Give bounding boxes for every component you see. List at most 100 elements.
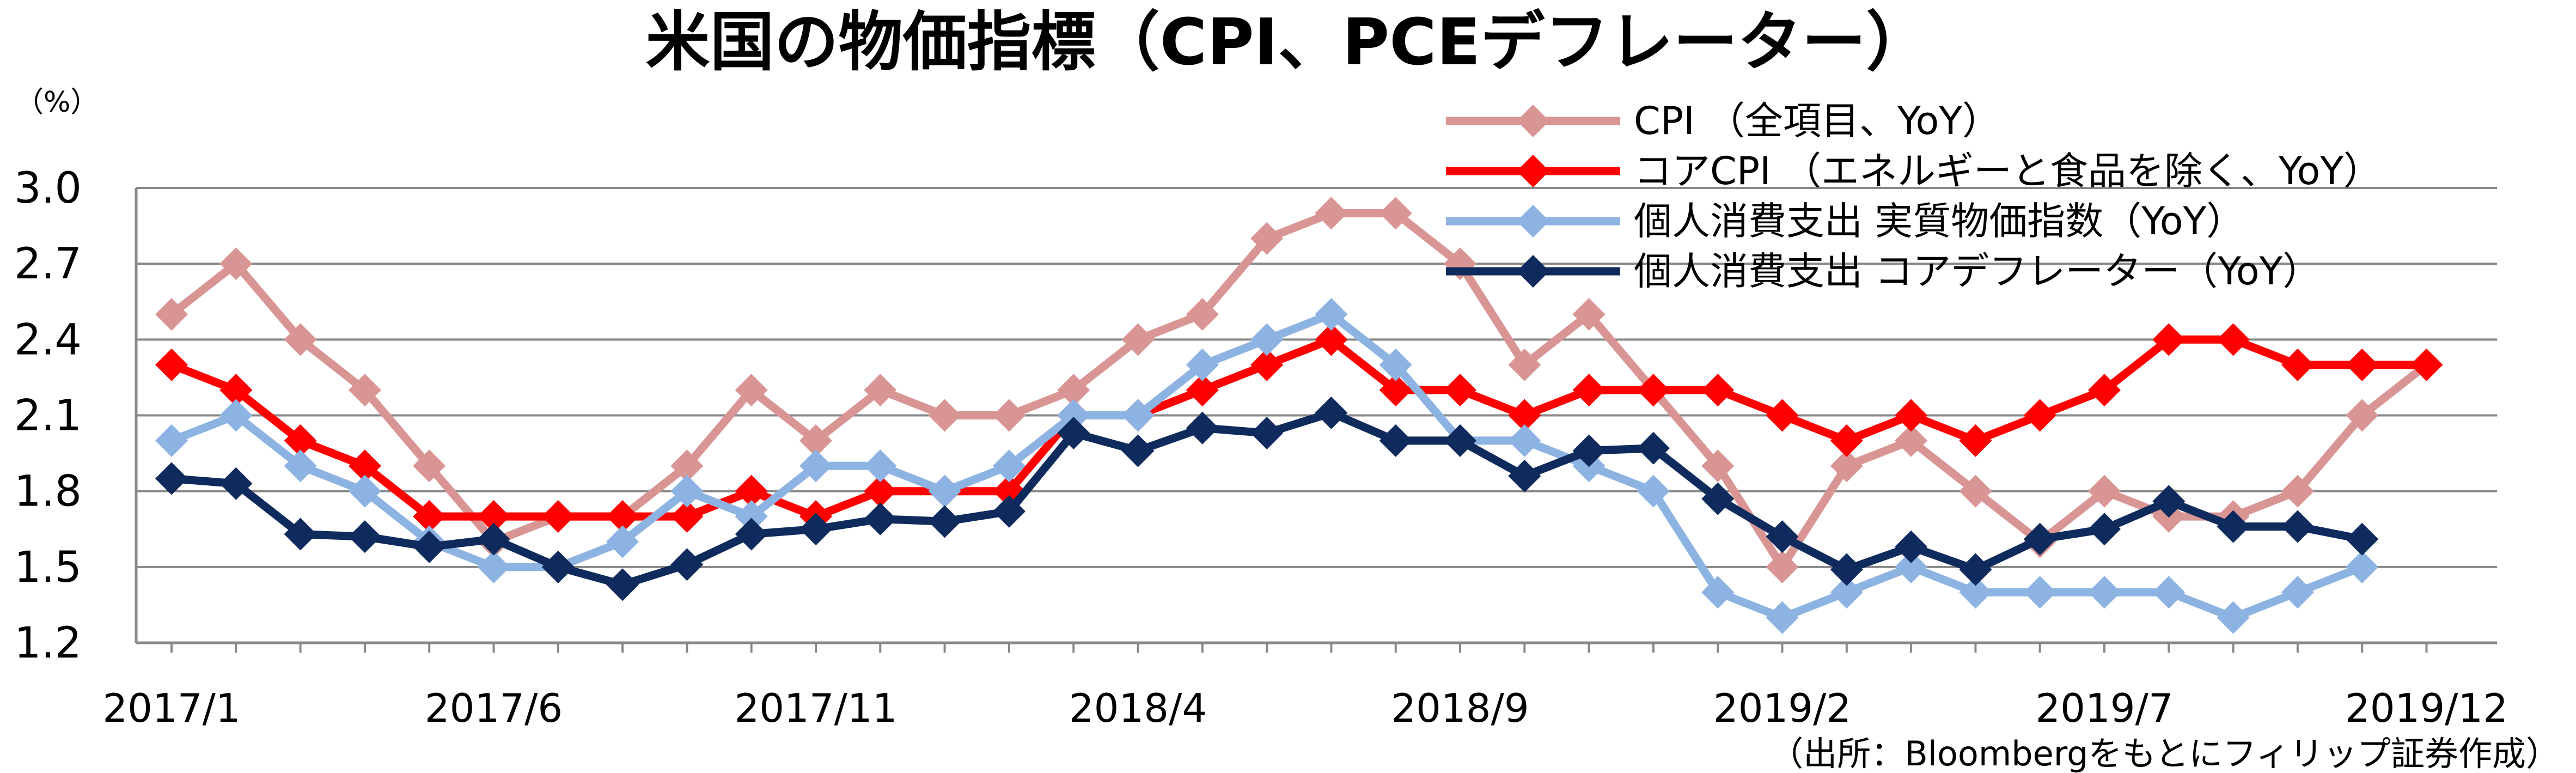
data-point bbox=[670, 548, 704, 581]
data-point bbox=[799, 513, 832, 546]
data-point bbox=[541, 500, 575, 533]
data-point bbox=[2088, 474, 2121, 508]
data-point bbox=[219, 247, 253, 281]
data-point bbox=[1379, 424, 1412, 457]
data-point bbox=[799, 449, 832, 483]
data-point bbox=[1895, 530, 1928, 563]
legend-marker bbox=[1517, 155, 1549, 187]
data-point bbox=[2152, 323, 2186, 356]
x-tick-label: 2017/1 bbox=[102, 685, 240, 731]
x-tick-label: 2019/7 bbox=[2035, 685, 2173, 731]
data-point bbox=[155, 462, 188, 495]
data-point bbox=[2023, 522, 2056, 556]
data-point bbox=[1572, 297, 1606, 331]
data-point bbox=[1895, 550, 1928, 583]
y-tick-label: 3.0 bbox=[14, 164, 82, 213]
data-point bbox=[1766, 399, 1799, 432]
data-point bbox=[2281, 576, 2314, 609]
legend-label: 個人消費支出 実質物価指数（YoY） bbox=[1634, 199, 2244, 244]
x-tick-label: 2018/4 bbox=[1069, 685, 1207, 731]
data-point bbox=[1766, 601, 1799, 634]
data-point bbox=[799, 424, 832, 457]
data-point bbox=[2281, 510, 2314, 543]
data-point bbox=[992, 449, 1025, 483]
y-tick-label: 2.7 bbox=[14, 240, 82, 289]
legend-item: 個人消費支出 実質物価指数（YoY） bbox=[1446, 199, 2244, 244]
data-point bbox=[735, 500, 768, 533]
legend-marker bbox=[1517, 255, 1549, 288]
data-point bbox=[1186, 297, 1219, 331]
legend-label: CPI （全項目、YoY） bbox=[1634, 99, 2000, 143]
data-point bbox=[1959, 553, 1992, 586]
data-point bbox=[2217, 323, 2250, 356]
data-point bbox=[1830, 553, 1863, 586]
data-point bbox=[1959, 424, 1992, 457]
data-point bbox=[1959, 474, 1992, 508]
y-tick-label: 1.8 bbox=[14, 467, 82, 516]
data-point bbox=[2088, 576, 2121, 609]
data-point bbox=[1379, 348, 1412, 381]
data-point bbox=[155, 348, 188, 381]
data-point bbox=[2152, 485, 2186, 518]
data-point bbox=[1250, 323, 1284, 356]
data-point bbox=[2346, 399, 2379, 432]
data-point bbox=[2346, 550, 2379, 583]
data-point bbox=[284, 518, 317, 551]
data-point bbox=[1444, 247, 1476, 281]
data-point bbox=[155, 424, 188, 457]
data-point bbox=[928, 474, 961, 508]
data-point bbox=[1508, 348, 1541, 381]
data-point bbox=[670, 474, 704, 508]
data-point bbox=[606, 525, 639, 558]
legend-item: CPI （全項目、YoY） bbox=[1446, 99, 2000, 143]
data-point bbox=[1959, 576, 1992, 609]
data-point bbox=[284, 424, 317, 457]
data-point bbox=[477, 500, 510, 533]
x-tick-label: 2019/2 bbox=[1713, 685, 1851, 731]
data-point bbox=[1895, 399, 1928, 432]
data-point bbox=[1444, 424, 1476, 457]
data-point bbox=[1186, 348, 1219, 381]
data-point bbox=[1250, 348, 1284, 381]
data-point bbox=[1379, 374, 1412, 407]
y-tick-label: 2.4 bbox=[14, 315, 82, 364]
source-note: （出所：Bloombergをもとにフィリップ証券作成） bbox=[1769, 734, 2560, 773]
data-point bbox=[1830, 449, 1863, 483]
data-point bbox=[670, 500, 704, 533]
data-point bbox=[2152, 576, 2186, 609]
legend-item: 個人消費支出 コアデフレーター（YoY） bbox=[1446, 249, 2321, 294]
data-point bbox=[1186, 411, 1219, 445]
y-axis-unit-label: （%） bbox=[15, 86, 99, 119]
data-point bbox=[1701, 482, 1735, 515]
data-point bbox=[864, 374, 897, 407]
data-point bbox=[1701, 449, 1735, 483]
data-point bbox=[477, 550, 510, 583]
x-tick-label: 2018/9 bbox=[1391, 685, 1529, 731]
x-tick-label: 2019/12 bbox=[2345, 685, 2508, 731]
data-point bbox=[413, 449, 446, 483]
series-1 bbox=[155, 323, 2443, 533]
data-point bbox=[413, 530, 446, 563]
data-point bbox=[284, 449, 317, 483]
data-point bbox=[1895, 424, 1928, 457]
y-tick-label: 2.1 bbox=[14, 392, 82, 441]
data-point bbox=[1572, 374, 1606, 407]
y-tick-labels: 3.0 2.7 2.4 2.1 1.8 1.5 1.2 bbox=[14, 164, 82, 668]
legend: CPI （全項目、YoY） コアCPI （エネルギーと食品を除く、YoY） 個人消費… bbox=[1446, 99, 2382, 294]
data-point bbox=[2217, 601, 2250, 634]
data-point bbox=[2023, 399, 2056, 432]
data-point bbox=[1315, 323, 1348, 356]
data-point bbox=[1250, 416, 1284, 449]
data-point bbox=[2410, 348, 2443, 381]
data-point bbox=[1121, 399, 1155, 432]
data-point bbox=[1766, 550, 1799, 583]
x-tick-labels: 2017/1 2017/6 2017/11 2018/4 2018/9 2019/2 201… bbox=[102, 685, 2508, 731]
data-point bbox=[219, 399, 253, 432]
data-point bbox=[1508, 399, 1541, 432]
data-point bbox=[2088, 513, 2121, 546]
data-point bbox=[1250, 222, 1284, 255]
data-point bbox=[1508, 459, 1541, 492]
data-point bbox=[2346, 348, 2379, 381]
data-point bbox=[735, 518, 768, 551]
